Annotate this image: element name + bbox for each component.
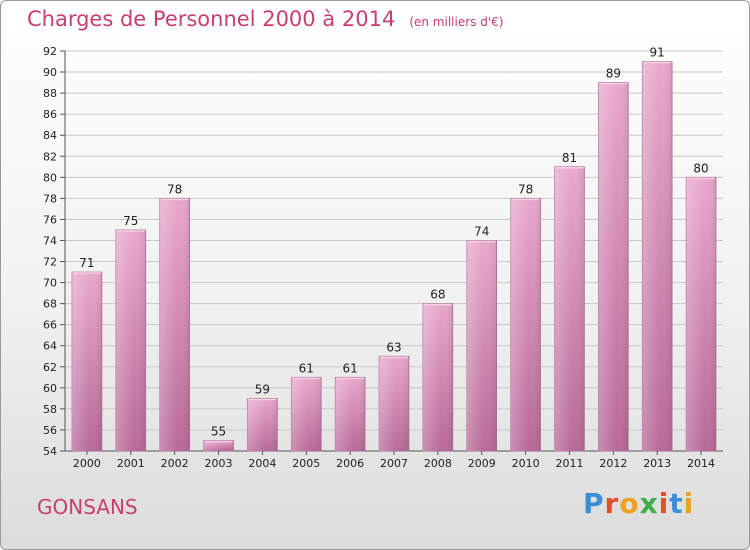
bar-shade <box>686 177 716 451</box>
x-tick-label: 2006 <box>336 457 364 470</box>
y-tick-label: 58 <box>43 403 57 416</box>
bar-value-label: 63 <box>386 340 401 354</box>
y-tick-label: 92 <box>43 45 57 58</box>
logo-letter: x <box>639 487 659 520</box>
x-tick-label: 2000 <box>73 457 101 470</box>
bar-value-label: 81 <box>562 151 577 165</box>
chart-title-text: Charges de Personnel 2000 à 2014 <box>27 7 396 31</box>
y-tick-label: 64 <box>43 340 57 353</box>
y-tick-label: 56 <box>43 424 57 437</box>
y-tick-label: 60 <box>43 382 57 395</box>
y-tick-label: 86 <box>43 108 57 121</box>
y-tick-label: 74 <box>43 234 57 247</box>
y-tick-label: 62 <box>43 361 57 374</box>
logo-letter: r <box>604 487 620 520</box>
y-tick-label: 80 <box>43 171 57 184</box>
bar-value-label: 61 <box>342 361 357 375</box>
y-tick-label: 78 <box>43 192 57 205</box>
bar-shade <box>642 61 673 452</box>
bar-shade <box>247 398 278 451</box>
x-tick-label: 2005 <box>292 457 320 470</box>
bar-value-label: 78 <box>167 182 182 196</box>
y-tick-label: 72 <box>43 256 57 269</box>
y-tick-label: 68 <box>43 298 57 311</box>
bar-value-label: 80 <box>693 161 708 175</box>
bar-shade <box>598 82 629 451</box>
x-tick-label: 2003 <box>205 457 233 470</box>
y-tick-label: 82 <box>43 150 57 163</box>
x-tick-label: 2009 <box>468 457 496 470</box>
bar-shade <box>379 356 409 451</box>
chart-title: Charges de Personnel 2000 à 2014 (en mill… <box>27 7 503 31</box>
logo-letter: t <box>669 487 684 520</box>
x-tick-label: 2008 <box>424 457 452 470</box>
bar-value-label: 74 <box>474 224 489 238</box>
x-tick-label: 2014 <box>687 457 715 470</box>
y-tick-label: 84 <box>43 129 57 142</box>
y-tick-label: 90 <box>43 66 57 79</box>
bar-shade <box>72 272 102 451</box>
logo-letter: i <box>658 487 670 520</box>
x-tick-label: 2001 <box>117 457 145 470</box>
x-tick-label: 2013 <box>643 457 671 470</box>
bar-shade <box>466 240 497 451</box>
bar-value-label: 89 <box>606 67 621 81</box>
logo-letter: P <box>583 487 605 520</box>
x-tick-label: 2012 <box>599 457 627 470</box>
bar-value-label: 91 <box>650 46 665 60</box>
bar-value-label: 61 <box>299 361 314 375</box>
x-tick-label: 2010 <box>512 457 540 470</box>
bar-shade <box>115 229 146 451</box>
proxiti-logo: Proxiti <box>583 487 694 520</box>
bar-value-label: 68 <box>430 288 445 302</box>
y-tick-label: 76 <box>43 213 57 226</box>
bar-shade <box>203 440 234 451</box>
bar-value-label: 78 <box>518 182 533 196</box>
bar-shade <box>422 303 453 451</box>
bar-shade <box>335 377 366 451</box>
x-tick-label: 2007 <box>380 457 408 470</box>
y-tick-label: 66 <box>43 319 57 332</box>
y-tick-label: 88 <box>43 87 57 100</box>
x-tick-label: 2011 <box>555 457 583 470</box>
bar-shade <box>554 166 585 451</box>
bar-value-label: 55 <box>211 424 226 438</box>
logo-letter: o <box>619 487 640 520</box>
bar-value-label: 71 <box>79 256 94 270</box>
bar-shade <box>159 198 190 451</box>
chart-subtitle: (en milliers d'€) <box>409 15 504 29</box>
bar-shade <box>291 377 322 451</box>
x-tick-label: 2002 <box>161 457 189 470</box>
logo-letter: i <box>683 487 695 520</box>
x-tick-label: 2004 <box>248 457 276 470</box>
town-name: GONSANS <box>37 495 138 519</box>
y-tick-label: 70 <box>43 277 57 290</box>
bar-value-label: 75 <box>123 214 138 228</box>
bar-shade <box>510 198 541 451</box>
bar-value-label: 59 <box>255 382 270 396</box>
y-tick-label: 54 <box>43 445 57 458</box>
